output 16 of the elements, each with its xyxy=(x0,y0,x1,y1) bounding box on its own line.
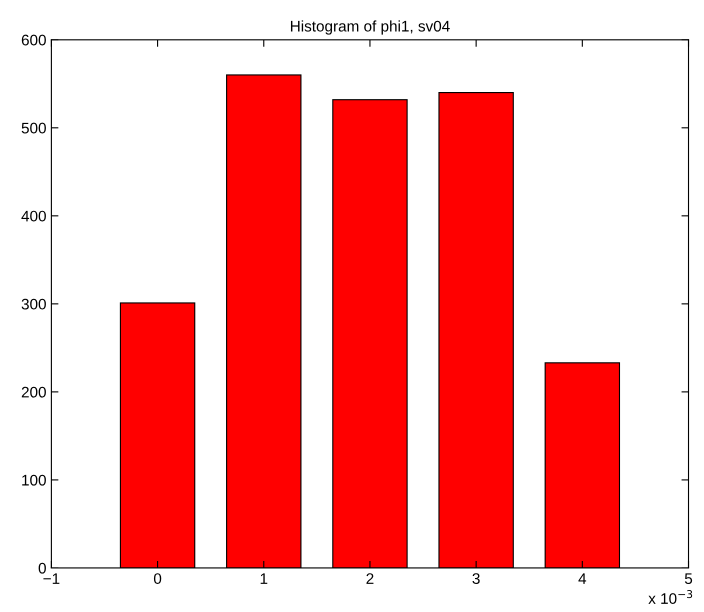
y-tick-label: 600 xyxy=(22,34,46,46)
chart-title: Histogram of phi1, sv04 xyxy=(290,20,450,35)
x-tick-label: 4 xyxy=(578,573,586,584)
y-tick-label: 400 xyxy=(21,210,46,222)
x-tick-label: 0 xyxy=(154,573,162,584)
x-tick-label: 1 xyxy=(260,573,268,584)
x-tick-label: 3 xyxy=(472,573,480,584)
x-tick-label: 2 xyxy=(366,573,374,584)
text: x 10$^{−3}$ xyxy=(648,590,692,604)
y-tick-label: 500 xyxy=(22,122,46,134)
y-tick-label: 100 xyxy=(22,474,46,486)
x-tick-label: −1 xyxy=(43,573,60,584)
x-tick-label: 5 xyxy=(684,573,692,584)
y-tick-label: 0 xyxy=(38,562,46,574)
y-tick-label: 300 xyxy=(22,298,46,310)
y-tick-label: 200 xyxy=(22,386,46,398)
